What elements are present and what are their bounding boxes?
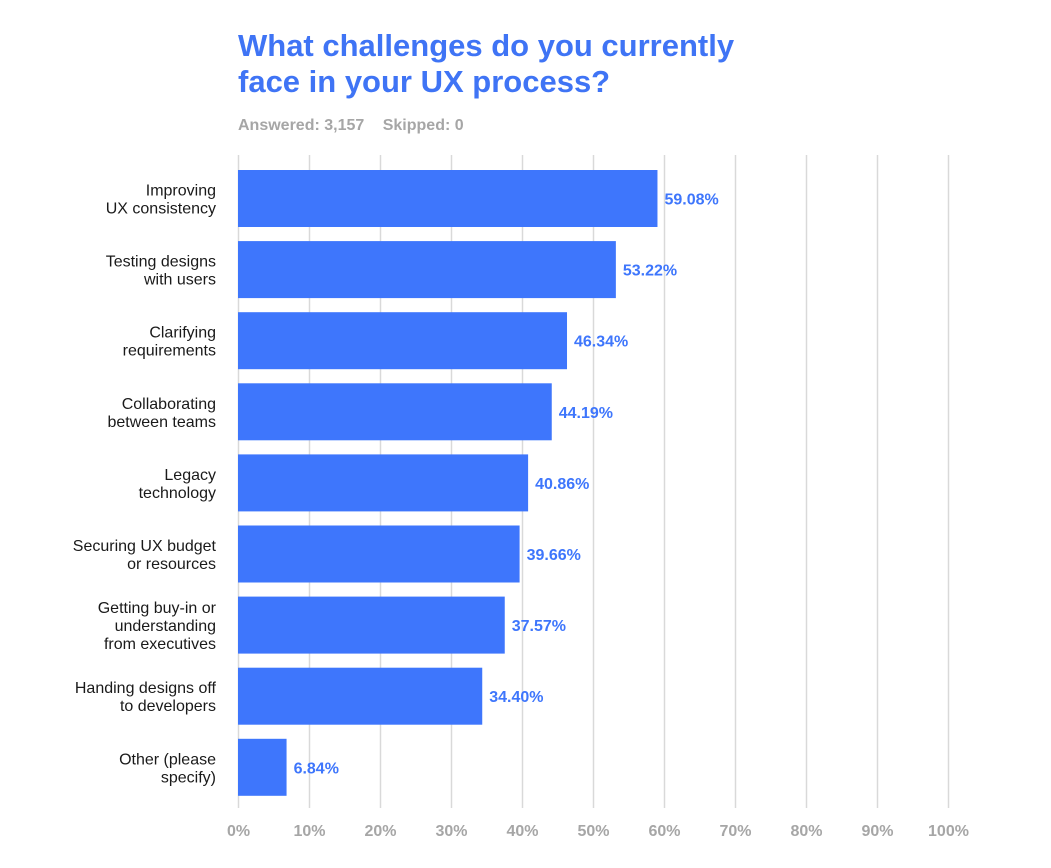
- value-label: 59.08%: [664, 192, 718, 209]
- category-label-line: between teams: [107, 414, 216, 431]
- bar: [238, 525, 520, 583]
- skipped-count: Skipped: 0: [382, 117, 464, 134]
- category-label-line: requirements: [123, 343, 216, 360]
- chart-title-line-1: What challenges do you currently: [238, 28, 735, 63]
- category-label-line: Securing UX budget: [73, 538, 217, 555]
- value-label: 34.40%: [489, 689, 543, 706]
- category-label-line: or resources: [127, 556, 216, 573]
- bar: [238, 312, 568, 370]
- bar: [238, 454, 529, 512]
- x-tick-label: 50%: [577, 823, 609, 840]
- category-label: Clarifying requirements: [123, 325, 216, 360]
- category-label-line: Testing designs: [106, 254, 216, 271]
- category-label: Improving UX consistency: [106, 183, 216, 218]
- x-tick-label: 100%: [928, 823, 969, 840]
- category-label-line: Other (please: [119, 751, 216, 768]
- category-label-line: Getting buy-in or: [98, 600, 217, 617]
- x-tick-label: 30%: [435, 823, 467, 840]
- category-label: Getting buy-in or understanding from execu…: [98, 600, 217, 653]
- bar: [238, 241, 616, 299]
- x-tick-label: 80%: [790, 823, 822, 840]
- chart-title: What challenges do you currently face in…: [238, 28, 958, 100]
- category-label-line: technology: [139, 485, 216, 502]
- category-label-line: from executives: [104, 636, 216, 653]
- category-label-line: with users: [143, 272, 216, 289]
- value-label: 6.84%: [294, 760, 339, 777]
- chart-title-line-2: face in your UX process?: [238, 64, 611, 99]
- value-label: 46.34%: [574, 334, 628, 351]
- response-stats: Answered: 3,157 Skipped: 0: [238, 117, 478, 135]
- category-label-line: specify): [161, 769, 216, 786]
- category-label-line: understanding: [115, 618, 216, 635]
- x-tick-label: 70%: [719, 823, 751, 840]
- category-label-line: Collaborating: [122, 396, 216, 413]
- value-label: 37.57%: [512, 618, 566, 635]
- category-label: Collaborating between teams: [107, 396, 216, 431]
- category-label-line: Legacy: [164, 467, 216, 484]
- x-tick-label: 10%: [293, 823, 325, 840]
- value-label: 44.19%: [559, 405, 613, 422]
- category-label: Testing designs with users: [106, 254, 216, 289]
- answered-count: Answered: 3,157: [238, 117, 365, 134]
- category-label: Securing UX budget or resources: [73, 538, 217, 573]
- bar: [238, 667, 483, 725]
- x-tick-label: 0%: [227, 823, 250, 840]
- x-tick-label: 60%: [648, 823, 680, 840]
- x-tick-label: 40%: [506, 823, 538, 840]
- x-tick-label: 20%: [364, 823, 396, 840]
- category-label-line: Handing designs off: [75, 680, 217, 697]
- category-label-line: UX consistency: [106, 201, 216, 218]
- category-label-line: Clarifying: [149, 325, 216, 342]
- value-label: 53.22%: [623, 263, 677, 280]
- category-label: Other (please specify): [119, 751, 216, 786]
- category-label-line: to developers: [120, 698, 216, 715]
- value-label: 40.86%: [535, 476, 589, 493]
- category-label: Legacy technology: [139, 467, 216, 502]
- bar: [238, 170, 658, 227]
- bar: [238, 738, 287, 796]
- bar: [238, 383, 552, 441]
- bar: [238, 596, 505, 654]
- x-tick-label: 90%: [861, 823, 893, 840]
- category-label-line: Improving: [146, 183, 216, 200]
- value-label: 39.66%: [527, 547, 581, 564]
- category-label: Handing designs off to developers: [75, 680, 217, 715]
